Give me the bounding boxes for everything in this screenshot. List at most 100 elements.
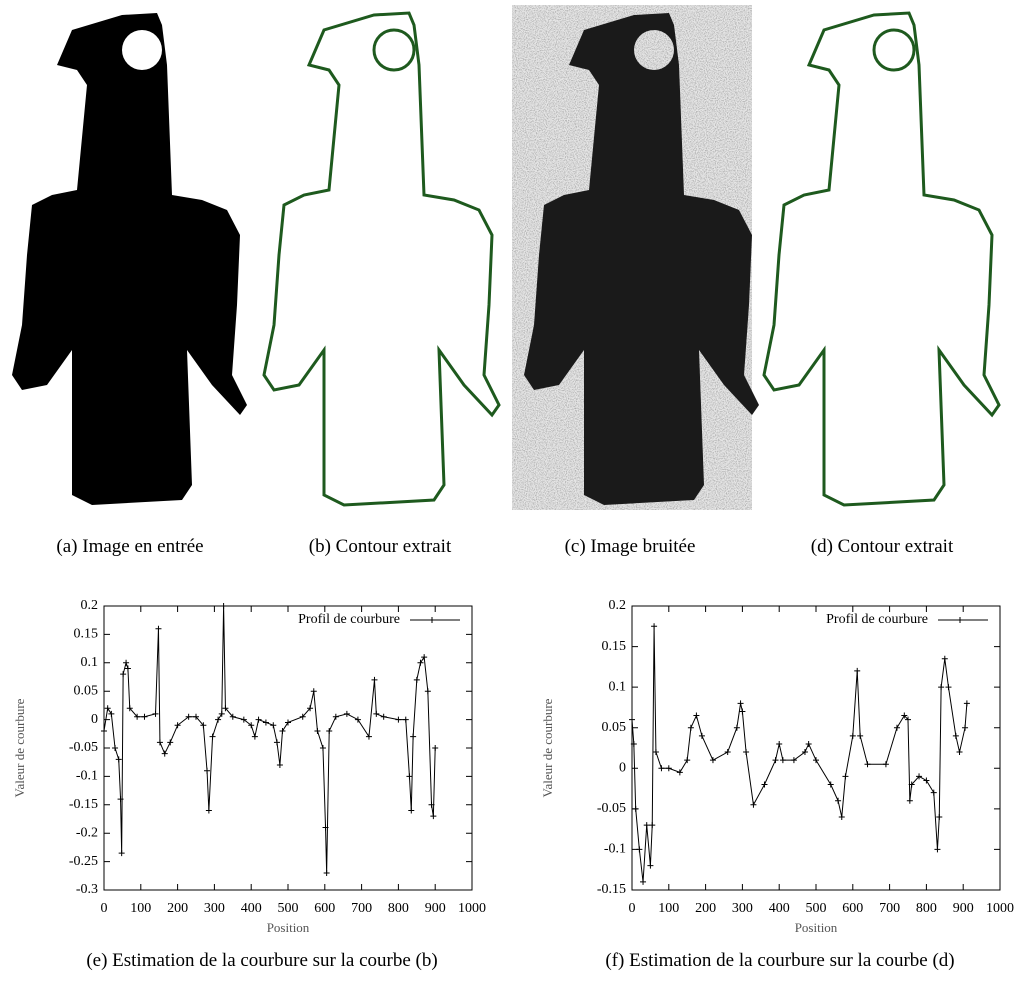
point	[413, 676, 420, 683]
point	[185, 713, 192, 720]
point	[941, 655, 948, 662]
x-tick-label: 1000	[986, 901, 1014, 916]
point	[365, 733, 372, 740]
point	[134, 713, 141, 720]
point	[248, 722, 255, 729]
point	[739, 708, 746, 715]
point	[636, 846, 643, 853]
point	[956, 749, 963, 756]
point	[665, 765, 672, 772]
point	[152, 710, 159, 717]
point	[112, 745, 119, 751]
caption: (e) Estimation de la courbure sur la cou…	[86, 950, 437, 971]
point	[322, 824, 329, 831]
point	[779, 757, 786, 764]
y-tick-label: 0.2	[609, 598, 627, 613]
point	[115, 756, 122, 763]
point	[373, 710, 380, 717]
point	[647, 862, 654, 869]
image-contour	[262, 11, 501, 507]
point	[251, 733, 258, 740]
y-axis-label: Valeur de courbure	[540, 698, 555, 797]
point	[827, 781, 834, 788]
point	[651, 623, 658, 630]
x-tick-label: 900	[953, 901, 974, 916]
y-tick-label: 0.15	[74, 627, 99, 642]
legend-label: Profil de courbure	[826, 612, 928, 627]
point	[842, 773, 849, 780]
point	[963, 700, 970, 707]
point	[323, 869, 330, 876]
y-tick-label: 0.1	[609, 679, 627, 694]
point	[310, 688, 317, 695]
point	[161, 750, 168, 757]
point	[220, 603, 227, 609]
point	[952, 732, 959, 739]
point	[108, 710, 115, 717]
point	[395, 716, 402, 723]
point	[923, 777, 930, 784]
point	[222, 705, 229, 712]
x-tick-label: 800	[916, 901, 937, 916]
x-tick-label: 200	[695, 901, 716, 916]
point	[141, 713, 148, 720]
point	[380, 713, 387, 720]
point	[905, 716, 911, 723]
point	[649, 822, 656, 829]
point	[698, 732, 705, 739]
point	[117, 796, 124, 803]
point	[215, 716, 222, 723]
x-tick-label: 400	[769, 901, 790, 916]
point	[934, 846, 941, 853]
y-tick-label: 0	[619, 761, 626, 776]
point	[255, 716, 262, 723]
point	[402, 716, 409, 723]
x-tick-label: 500	[806, 901, 827, 916]
point	[229, 713, 236, 720]
y-tick-label: -0.3	[76, 882, 98, 897]
x-tick-label: 300	[204, 901, 225, 916]
x-tick-label: 300	[732, 901, 753, 916]
point	[790, 757, 797, 764]
point	[421, 654, 428, 661]
point	[743, 749, 750, 756]
point	[838, 813, 845, 820]
point	[314, 727, 321, 734]
image-input	[12, 13, 247, 505]
legend-label: Profil de courbure	[298, 612, 400, 627]
point	[761, 781, 768, 788]
x-tick-label: 100	[658, 901, 679, 916]
point	[776, 740, 783, 747]
point	[156, 739, 163, 746]
y-tick-label: 0.05	[602, 720, 627, 735]
point	[750, 801, 757, 808]
point	[101, 727, 107, 734]
point	[319, 745, 326, 751]
line	[103, 605, 436, 873]
point	[200, 722, 207, 729]
point	[326, 727, 333, 734]
caption: (f) Estimation de la courbure sur la cou…	[605, 950, 954, 971]
point	[630, 740, 637, 747]
point	[209, 733, 216, 740]
point	[343, 710, 350, 717]
point	[658, 765, 665, 772]
point	[430, 813, 437, 820]
y-tick-label: 0.2	[81, 598, 99, 613]
x-tick-label: 700	[351, 901, 372, 916]
point	[687, 724, 694, 731]
point	[801, 749, 808, 756]
line	[631, 626, 968, 882]
point	[724, 749, 731, 756]
point	[104, 705, 111, 712]
point	[118, 850, 125, 857]
y-tick-label: -0.2	[76, 825, 98, 840]
point	[120, 671, 127, 678]
x-tick-label: 1000	[458, 901, 486, 916]
point	[962, 724, 969, 731]
point	[945, 684, 952, 691]
image-noisy	[512, 5, 759, 510]
point	[205, 807, 212, 814]
y-tick-label: 0.05	[74, 683, 99, 698]
